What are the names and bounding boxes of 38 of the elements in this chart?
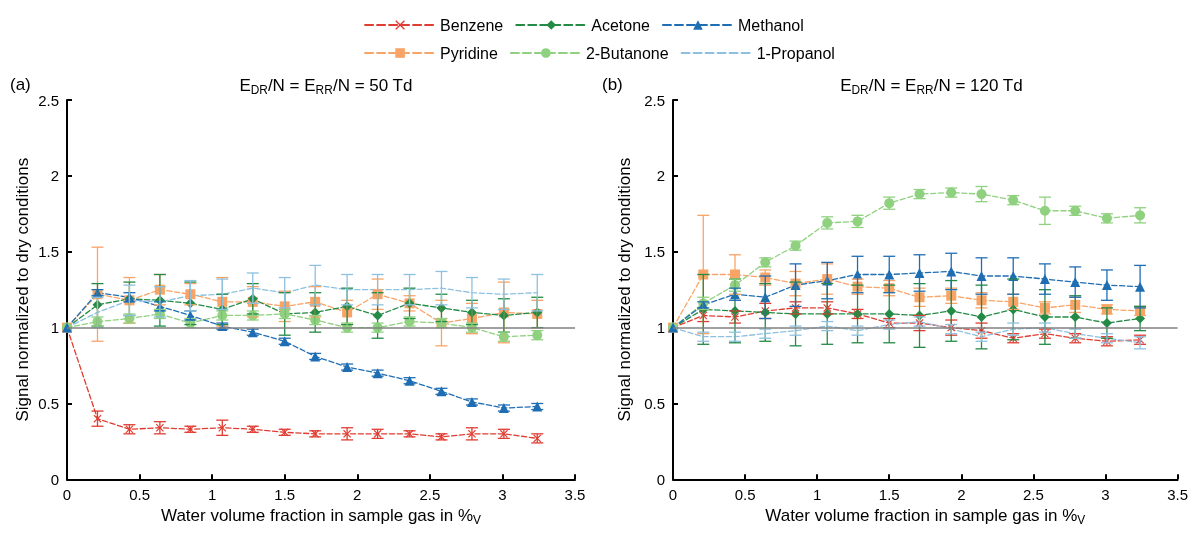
y-tick-label: 1.5 [644,243,665,261]
x-tick-label: 2.5 [419,486,441,504]
legend-label: Pyridine [440,44,498,62]
x-tick-label: 3.5 [1167,486,1188,504]
x-tick-label: 0.5 [129,486,150,504]
x-tick-label: 3 [1101,486,1110,504]
legend-label: 1-Propanol [756,44,835,62]
y-tick-label: 0 [50,470,59,488]
x-tick-label: 0.5 [734,486,756,504]
text: (a) [10,75,31,94]
y-tick-label: 2.5 [38,91,59,109]
y-axis-title: Signal normalized to dry conditions [615,157,635,422]
y-tick-label: 1 [656,319,665,337]
x-tick-label: 1 [207,486,217,504]
x-tick-label: 1 [812,486,822,504]
x-tick-label: 0 [668,486,678,504]
legend-label: Benzene [440,16,504,34]
y-tick-label: 0 [656,470,665,488]
y-tick-label: 0.5 [38,394,59,412]
x-tick-label: 2 [353,486,362,504]
x-tick-label: 1.5 [878,486,900,504]
x-tick-label: 1.5 [274,486,296,504]
text: (b) [602,75,623,94]
y-tick-label: 2.5 [644,91,665,109]
y-tick-label: 2 [50,167,59,185]
legend-label: 2-Butanone [585,44,669,62]
legend-label: Acetone [591,16,651,34]
y-tick-label: 1.5 [38,243,59,261]
x-tick-label: 3.5 [564,486,586,504]
x-tick-label: 0 [62,486,72,504]
x-tick-label: 2.5 [1022,486,1044,504]
y-tick-label: 0.5 [644,394,665,412]
y-tick-label: 2 [656,167,665,185]
y-tick-label: 1 [50,319,59,337]
legend-label: Methanol [737,16,804,34]
x-tick-label: 2 [957,486,966,504]
x-tick-label: 3 [498,486,507,504]
y-axis-title: Signal normalized to dry conditions [13,157,32,422]
